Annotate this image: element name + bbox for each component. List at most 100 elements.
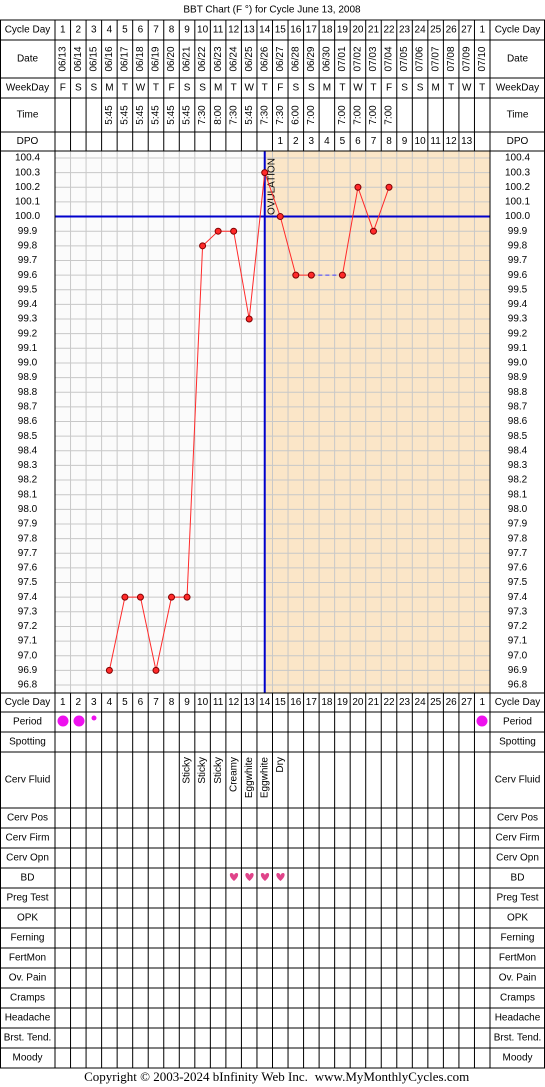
y-tick-label-right: 99.5: [508, 284, 528, 295]
weekday-cell: W: [136, 83, 146, 94]
date-cell: 06/22: [197, 46, 208, 71]
row-label: Cerv Opn: [6, 853, 49, 864]
time-cell: 6:00: [290, 105, 301, 125]
dpo-cell: 7: [371, 136, 377, 147]
dpo-cell: 2: [293, 136, 299, 147]
weekday-cell: F: [168, 83, 174, 94]
cycle_day-cell: 2: [76, 697, 82, 708]
y-tick-label-right: 97.4: [508, 592, 528, 603]
row-label: Moody: [12, 1053, 42, 1064]
row-label-right: Spotting: [499, 737, 536, 748]
row-label-right: Ferning: [501, 933, 535, 944]
cycle_day-cell: 10: [197, 25, 209, 36]
cycle_day-cell: 19: [337, 25, 349, 36]
date-cell: 06/24: [228, 46, 239, 71]
temperature-line: [108, 172, 312, 671]
y-tick-label: 98.0: [18, 504, 38, 515]
row-label-right: Cramps: [500, 993, 535, 1004]
time-cell: 5:45: [244, 105, 255, 125]
cycle_day-cell: 18: [321, 25, 333, 36]
date-cell: 07/05: [399, 46, 410, 71]
cycle_day-cell: 5: [122, 697, 128, 708]
weekday-cell: S: [184, 83, 191, 94]
dpo-cell: 1: [277, 136, 283, 147]
row-label-right: Brst. Tend.: [494, 1033, 542, 1044]
y-tick-label: 99.9: [18, 226, 38, 237]
weekday-cell: T: [479, 83, 485, 94]
time-cell: 5:45: [182, 105, 193, 125]
cycle_day-cell: 5: [122, 25, 128, 36]
cycle_day-cell: 13: [244, 697, 256, 708]
row-label: Ferning: [11, 933, 45, 944]
y-tick-label: 98.6: [18, 416, 38, 427]
time-cell: 7:00: [353, 105, 364, 125]
y-tick-label-right: 99.4: [508, 299, 528, 310]
y-tick-label-right: 100.2: [505, 182, 530, 193]
y-tick-label: 99.8: [18, 240, 38, 251]
y-tick-label: 97.1: [18, 636, 38, 647]
temperature-point: [385, 183, 393, 191]
time-cell: 8:00: [213, 105, 224, 125]
cycle_day-cell: 9: [184, 25, 190, 36]
dpo-cell: 11: [430, 136, 441, 147]
row-label: Cerv Pos: [7, 813, 48, 824]
weekday-cell: S: [417, 83, 424, 94]
y-tick-label: 98.8: [18, 387, 38, 398]
cycle_day-cell: 3: [91, 25, 97, 36]
row-label: OPK: [17, 913, 38, 924]
y-tick-label: 97.3: [18, 606, 38, 617]
y-tick-label-right: 98.8: [508, 387, 528, 398]
y-tick-label: 100.3: [15, 167, 40, 178]
row-label: Ov. Pain: [9, 973, 47, 984]
cycle_day-cell: 1: [60, 697, 66, 708]
row-label: Cycle Day: [5, 25, 51, 36]
y-tick-label-right: 98.4: [508, 445, 528, 456]
y-tick-label-right: 98.2: [508, 475, 528, 486]
y-tick-label: 100.1: [15, 197, 40, 208]
cycle_day-cell: 25: [430, 697, 442, 708]
row-label: WeekDay: [6, 83, 49, 94]
chart-title: BBT Chart (F °) for Cycle June 13, 2008: [183, 5, 361, 16]
y-tick-label: 98.4: [18, 445, 38, 456]
weekday-cell: T: [370, 83, 376, 94]
row-label-right: WeekDay: [496, 83, 539, 94]
dpo-cell: 9: [402, 136, 408, 147]
cycle_day-cell: 23: [399, 25, 411, 36]
row-label-right: Cerv Firm: [496, 833, 540, 844]
row-label: Headache: [5, 1013, 51, 1024]
dpo-cell: 10: [415, 136, 427, 147]
cycle_day-cell: 13: [244, 25, 256, 36]
cycle_day-cell: 9: [184, 697, 190, 708]
row-label-right: BD: [511, 873, 525, 884]
y-tick-label: 99.6: [18, 270, 38, 281]
ovulation-label: OVULATION: [266, 158, 277, 215]
weekday-cell: F: [60, 83, 66, 94]
row-label: Preg Test: [6, 893, 48, 904]
time-cell: 5:45: [120, 105, 131, 125]
cycle_day-cell: 19: [337, 697, 349, 708]
temperature-point: [338, 271, 346, 279]
temperature-point: [307, 271, 315, 279]
row-label: Date: [17, 54, 39, 65]
dpo-cell: 8: [386, 136, 392, 147]
date-cell: 06/21: [182, 46, 193, 71]
y-tick-label-right: 97.2: [508, 621, 528, 632]
y-tick-label: 97.0: [18, 650, 38, 661]
time-cell: 7:00: [384, 105, 395, 125]
row-label: Period: [13, 717, 42, 728]
temperature-point: [199, 242, 207, 250]
temperature-point: [261, 169, 269, 177]
cycle_day-cell: 25: [430, 25, 442, 36]
cerv-fluid-cell: Eggwhite: [244, 757, 255, 799]
weekday-cell: M: [323, 83, 331, 94]
y-tick-label: 99.3: [18, 314, 38, 325]
cycle_day-cell: 12: [228, 25, 240, 36]
dpo-cell: 13: [461, 136, 473, 147]
time-cell: 5:45: [104, 105, 115, 125]
temperature-point: [276, 213, 284, 221]
cycle_day-cell: 14: [259, 697, 271, 708]
date-cell: 07/10: [477, 46, 488, 71]
y-tick-label-right: 97.5: [508, 577, 528, 588]
cycle_day-cell: 24: [415, 697, 427, 708]
